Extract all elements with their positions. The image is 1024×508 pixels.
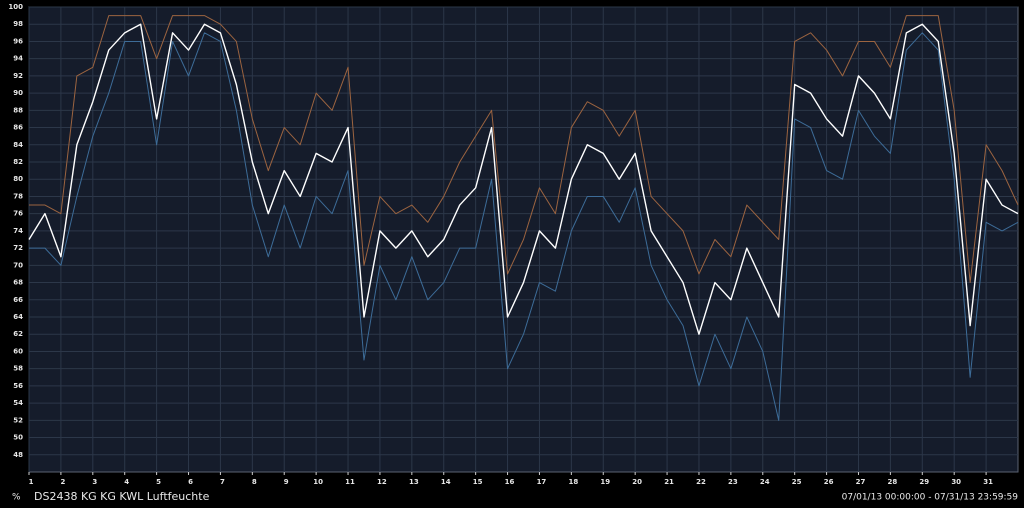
x-tick-label: 11 (345, 478, 355, 486)
y-tick-label: 68 (13, 279, 23, 287)
y-tick-label: 90 (13, 89, 23, 97)
x-tick-label: 22 (696, 478, 706, 486)
y-tick-label: 98 (13, 20, 23, 28)
y-tick-label: 78 (13, 192, 23, 200)
y-tick-label: 72 (13, 244, 23, 252)
y-tick-label: 76 (13, 210, 23, 218)
x-tick-label: 26 (824, 478, 834, 486)
x-tick-label: 20 (632, 478, 642, 486)
y-tick-label: 58 (13, 365, 23, 373)
y-tick-label: 50 (13, 434, 23, 442)
y-tick-label: 54 (13, 399, 23, 407)
x-tick-label: 25 (792, 478, 802, 486)
x-tick-label: 14 (441, 478, 451, 486)
x-tick-label: 28 (888, 478, 898, 486)
x-tick-label: 30 (951, 478, 961, 486)
x-tick-label: 3 (92, 478, 97, 486)
y-tick-label: 82 (13, 158, 23, 166)
y-tick-label: 70 (13, 261, 23, 269)
y-tick-label: 62 (13, 330, 23, 338)
y-tick-label: 84 (13, 141, 23, 149)
x-tick-label: 7 (220, 478, 225, 486)
x-tick-label: 27 (856, 478, 866, 486)
y-tick-label: 52 (13, 416, 23, 424)
y-axis-label: % (12, 493, 21, 503)
y-tick-label: 74 (13, 227, 23, 235)
x-tick-label: 29 (919, 478, 929, 486)
x-tick-label: 8 (252, 478, 257, 486)
data-line (29, 15, 1019, 284)
y-tick-label: 56 (13, 382, 23, 390)
y-tick-label: 60 (13, 347, 23, 355)
data-line (28, 23, 1019, 335)
x-tick-label: 2 (60, 478, 65, 486)
y-tick-label: 48 (13, 451, 23, 459)
x-tick-label: 4 (124, 478, 129, 486)
x-tick-label: 18 (568, 478, 578, 486)
y-tick-label: 96 (13, 37, 23, 45)
y-tick-label: 92 (13, 72, 23, 80)
x-tick-label: 23 (728, 478, 738, 486)
y-tick-label: 66 (13, 296, 23, 304)
x-tick-label: 15 (473, 478, 483, 486)
x-tick-label: 21 (664, 478, 674, 486)
y-tick-label: 86 (13, 124, 23, 132)
y-tick-label: 100 (8, 3, 23, 11)
y-tick-label: 64 (13, 313, 23, 321)
x-tick-label: 19 (600, 478, 610, 486)
y-tick-label: 88 (13, 106, 23, 114)
y-tick-label: 80 (13, 175, 23, 183)
x-tick-label: 17 (537, 478, 547, 486)
x-tick-label: 9 (284, 478, 289, 486)
data-line (29, 32, 1019, 421)
x-tick-label: 10 (313, 478, 323, 486)
x-tick-label: 12 (377, 478, 387, 486)
x-tick-label: 16 (505, 478, 515, 486)
x-tick-label: 24 (760, 478, 770, 486)
x-tick-label: 31 (983, 478, 993, 486)
chart-subtitle: 07/01/13 00:00:00 - 07/31/13 23:59:59 (842, 493, 1019, 503)
y-tick-label: 94 (13, 55, 23, 63)
x-tick-label: 1 (29, 478, 34, 486)
x-tick-label: 6 (188, 478, 193, 486)
chart-title: DS2438 KG KG KWL Luftfeuchte (34, 490, 210, 503)
x-tick-label: 5 (156, 478, 161, 486)
x-tick-label: 13 (409, 478, 419, 486)
